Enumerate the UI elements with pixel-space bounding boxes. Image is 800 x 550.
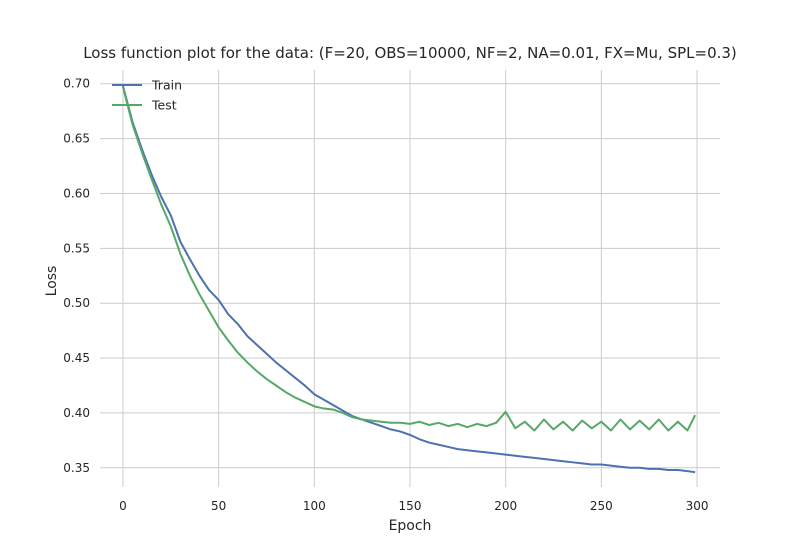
legend-label-train: Train <box>151 78 182 93</box>
x-tick-label: 150 <box>399 499 422 513</box>
x-tick-label: 50 <box>211 499 226 513</box>
y-tick-label: 0.35 <box>63 461 90 475</box>
chart-title: Loss function plot for the data: (F=20, … <box>83 44 737 62</box>
legend: Train Test <box>112 78 182 113</box>
y-tick-label: 0.65 <box>63 132 90 146</box>
x-tick-label: 200 <box>494 499 517 513</box>
legend-label-test: Test <box>151 98 177 113</box>
y-tick-label: 0.40 <box>63 406 90 420</box>
y-axis-label: Loss <box>44 266 60 297</box>
x-tick-label: 100 <box>303 499 326 513</box>
x-tick-label: 0 <box>119 499 127 513</box>
x-axis-label: Epoch <box>389 518 432 534</box>
tick-labels: 0 50 100 150 200 250 300 0.35 0.40 0.45 0.50 0.55 0.… <box>63 77 708 513</box>
series-lines <box>121 85 697 474</box>
y-tick-label: 0.45 <box>63 351 90 365</box>
x-tick-label: 300 <box>686 499 709 513</box>
y-tick-label: 0.50 <box>63 296 90 310</box>
y-tick-label: 0.70 <box>63 77 90 91</box>
series-line-test <box>121 86 697 432</box>
y-tick-label: 0.55 <box>63 241 90 255</box>
grid-lines <box>100 70 720 487</box>
y-tick-label: 0.60 <box>63 186 90 200</box>
x-tick-label: 250 <box>590 499 613 513</box>
series-line-train <box>121 85 696 474</box>
